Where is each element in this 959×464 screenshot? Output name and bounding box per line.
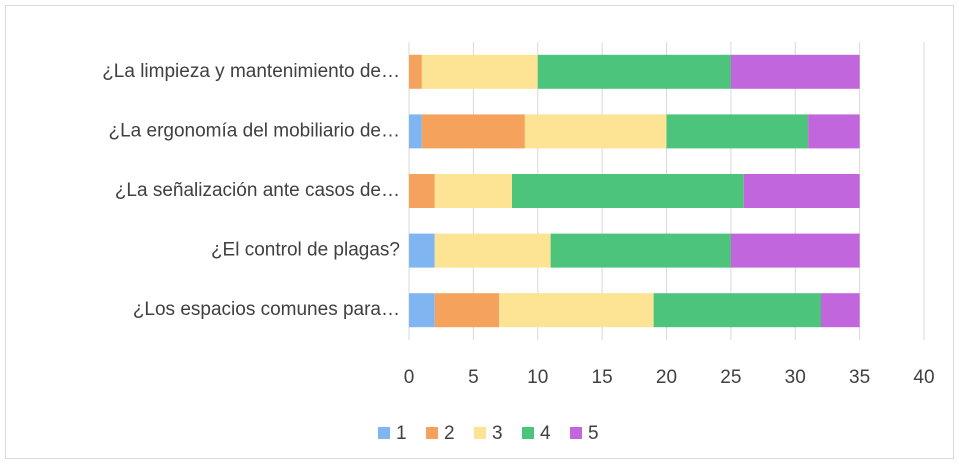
bar-segment (730, 233, 860, 268)
y-tick-label: ¿El control de plagas? (211, 240, 400, 261)
x-tick-label: 30 (785, 367, 806, 388)
bar-segment (730, 54, 860, 89)
bar-segment (743, 174, 860, 208)
legend-label: 1 (396, 423, 407, 444)
bar-segment (409, 293, 435, 328)
bar-segment (409, 114, 422, 149)
legend-label: 2 (444, 423, 455, 444)
bar-segment (409, 54, 422, 89)
bar-segment (499, 293, 654, 328)
bar-segment (666, 114, 809, 149)
x-tick-label: 25 (720, 367, 741, 388)
legend-swatch (570, 427, 582, 439)
x-tick-label: 35 (849, 367, 870, 388)
legend-label: 3 (492, 423, 503, 444)
x-tick-label: 40 (913, 367, 934, 388)
bar-segment (537, 54, 731, 89)
x-tick-label: 0 (404, 367, 415, 388)
x-tick-label: 5 (468, 367, 479, 388)
bar-segment (512, 174, 744, 208)
y-tick-label: ¿La ergonomía del mobiliario de… (109, 120, 401, 141)
y-tick-label: ¿Los espacios comunes para… (133, 299, 400, 320)
bar-segment (808, 114, 860, 149)
bar-segment (550, 233, 731, 268)
bar-segment (821, 293, 860, 328)
bar-segment (409, 174, 435, 208)
legend-label: 5 (588, 423, 599, 444)
bar-segment (421, 54, 538, 89)
x-tick-label: 20 (656, 367, 677, 388)
bar-segment (421, 114, 525, 149)
bar-segment (409, 233, 435, 268)
legend-swatch (378, 427, 390, 439)
bar-segment (653, 293, 821, 328)
y-tick-label: ¿La señalización ante casos de… (115, 180, 400, 201)
bar-segment (434, 174, 512, 208)
bar-segment (524, 114, 667, 149)
y-tick-label: ¿La limpieza y mantenimiento de… (102, 61, 400, 82)
legend-swatch (426, 427, 438, 439)
legend-label: 4 (540, 423, 551, 444)
x-tick-label: 15 (592, 367, 613, 388)
legend-swatch (522, 427, 534, 439)
bar-segment (434, 293, 500, 328)
x-tick-label: 10 (527, 367, 548, 388)
bar-segment (434, 233, 551, 268)
legend-swatch (474, 427, 486, 439)
